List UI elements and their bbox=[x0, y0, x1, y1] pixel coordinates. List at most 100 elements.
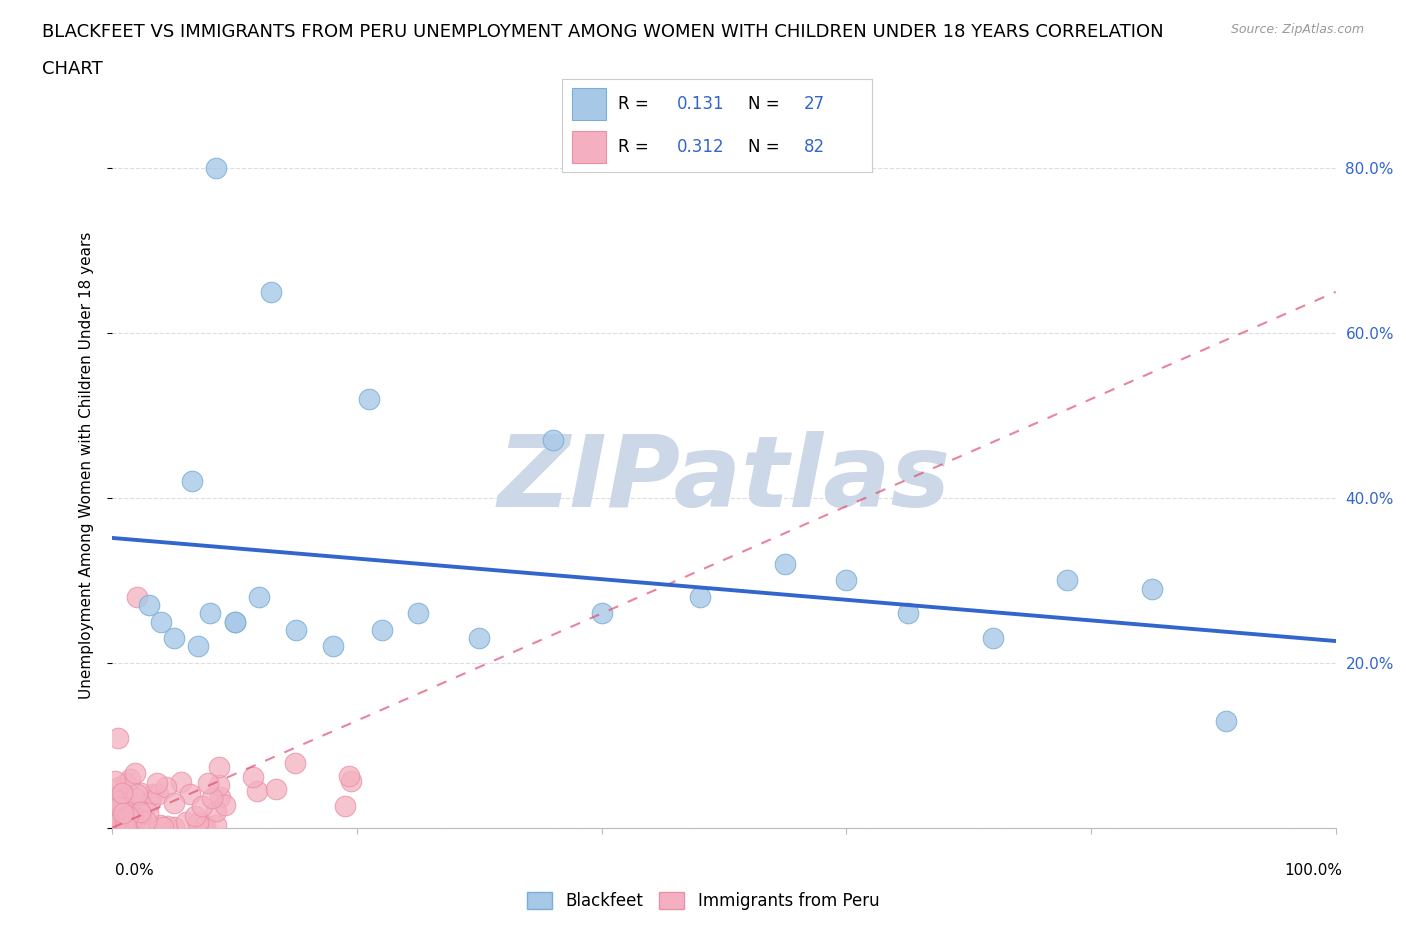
Point bbox=[115, 776, 138, 790]
Point bbox=[105, 793, 128, 808]
Point bbox=[541, 432, 564, 447]
Point bbox=[1215, 713, 1237, 728]
Point bbox=[129, 786, 152, 801]
Point bbox=[284, 755, 307, 770]
Point bbox=[150, 614, 173, 629]
Point bbox=[107, 731, 129, 746]
Bar bbox=[572, 88, 606, 120]
Point bbox=[107, 800, 129, 815]
Point bbox=[163, 631, 186, 645]
Point bbox=[115, 819, 138, 834]
Point bbox=[122, 809, 145, 824]
Point bbox=[1056, 573, 1078, 588]
Point bbox=[111, 818, 134, 833]
Point bbox=[224, 614, 246, 629]
Point bbox=[1142, 581, 1164, 596]
Point bbox=[103, 791, 125, 806]
Bar bbox=[572, 131, 606, 163]
Point bbox=[112, 800, 135, 815]
Point bbox=[129, 806, 152, 821]
Text: 82: 82 bbox=[804, 138, 825, 156]
Text: R =: R = bbox=[619, 138, 654, 156]
Point bbox=[322, 639, 344, 654]
Point bbox=[111, 805, 134, 820]
Text: 0.312: 0.312 bbox=[676, 138, 724, 156]
Point bbox=[108, 811, 131, 826]
Point bbox=[835, 573, 858, 588]
Point bbox=[103, 793, 125, 808]
Point bbox=[190, 798, 212, 813]
Point bbox=[112, 800, 135, 815]
Point bbox=[146, 787, 169, 802]
Point bbox=[124, 790, 146, 805]
Point bbox=[108, 794, 131, 809]
Point bbox=[242, 770, 264, 785]
Point bbox=[775, 556, 797, 571]
Point bbox=[139, 795, 162, 810]
Point bbox=[208, 760, 231, 775]
Point bbox=[117, 809, 139, 824]
Point bbox=[260, 285, 283, 299]
Text: CHART: CHART bbox=[42, 60, 103, 78]
Text: 100.0%: 100.0% bbox=[1285, 863, 1343, 878]
Point bbox=[163, 819, 186, 834]
Point bbox=[204, 817, 226, 832]
Point bbox=[125, 590, 148, 604]
Point bbox=[129, 804, 152, 819]
Point bbox=[112, 800, 135, 815]
Point bbox=[174, 815, 197, 830]
Point bbox=[138, 598, 160, 613]
Point bbox=[264, 781, 287, 796]
Point bbox=[142, 787, 165, 802]
Point bbox=[197, 776, 219, 790]
Point bbox=[120, 771, 142, 786]
Point bbox=[205, 161, 228, 176]
Point bbox=[118, 819, 141, 834]
Point bbox=[114, 815, 136, 830]
Point bbox=[200, 606, 222, 621]
Text: N =: N = bbox=[748, 138, 785, 156]
Point bbox=[112, 817, 135, 831]
Point bbox=[107, 805, 129, 820]
Point bbox=[340, 773, 363, 788]
Point bbox=[103, 816, 125, 830]
Text: 0.0%: 0.0% bbox=[115, 863, 155, 878]
Point bbox=[135, 813, 157, 828]
Point bbox=[120, 807, 142, 822]
Point bbox=[181, 474, 204, 489]
Point bbox=[124, 812, 146, 827]
Point bbox=[591, 606, 613, 621]
Point bbox=[108, 813, 131, 828]
Point bbox=[224, 614, 246, 629]
Point bbox=[125, 786, 148, 801]
Text: ZIPatlas: ZIPatlas bbox=[498, 431, 950, 528]
Point bbox=[104, 774, 127, 789]
Point bbox=[179, 786, 201, 801]
Point bbox=[335, 798, 357, 813]
Point bbox=[170, 775, 193, 790]
Point bbox=[156, 818, 179, 833]
Point bbox=[131, 812, 153, 827]
Point bbox=[187, 816, 209, 830]
Point bbox=[408, 606, 430, 621]
Point bbox=[107, 817, 129, 832]
Point bbox=[193, 817, 215, 832]
Point bbox=[129, 804, 152, 818]
Text: 27: 27 bbox=[804, 95, 825, 113]
Point bbox=[146, 776, 169, 790]
Point bbox=[247, 590, 270, 604]
Point bbox=[136, 805, 159, 820]
Point bbox=[981, 631, 1004, 645]
Point bbox=[370, 622, 392, 637]
Point bbox=[129, 818, 152, 833]
Point bbox=[107, 790, 129, 804]
Point bbox=[103, 790, 125, 804]
Text: 0.131: 0.131 bbox=[676, 95, 724, 113]
Point bbox=[105, 815, 128, 830]
Legend: Blackfeet, Immigrants from Peru: Blackfeet, Immigrants from Peru bbox=[520, 885, 886, 917]
Point bbox=[205, 804, 228, 818]
Point bbox=[184, 809, 207, 824]
Text: N =: N = bbox=[748, 95, 785, 113]
Point bbox=[284, 622, 308, 637]
Point bbox=[359, 392, 381, 406]
